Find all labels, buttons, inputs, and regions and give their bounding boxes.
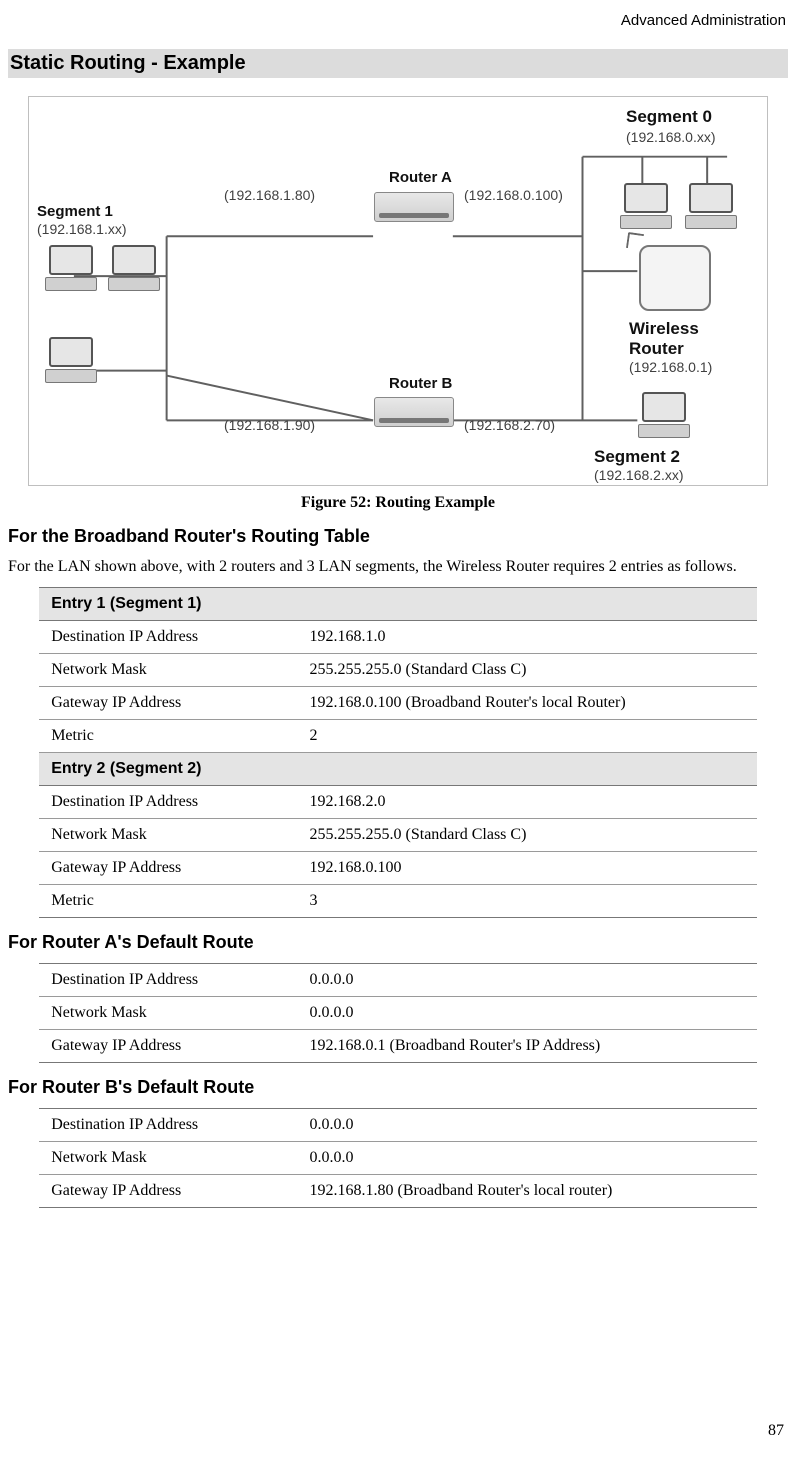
broadband-routing-table: Entry 1 (Segment 1) Destination IP Addre… bbox=[39, 587, 757, 918]
entry1-header: Entry 1 (Segment 1) bbox=[39, 588, 757, 621]
cell-key: Gateway IP Address bbox=[39, 1175, 297, 1208]
cell-val: 0.0.0.0 bbox=[298, 997, 757, 1030]
cell-key: Destination IP Address bbox=[39, 1109, 297, 1142]
cell-val: 0.0.0.0 bbox=[298, 1142, 757, 1175]
table-row: Gateway IP Address192.168.1.80 (Broadban… bbox=[39, 1175, 757, 1208]
pc-icon bbox=[44, 245, 98, 295]
segment1-title: Segment 1 bbox=[37, 203, 113, 220]
routerB-title: Router B bbox=[389, 375, 452, 392]
segment2-title: Segment 2 bbox=[594, 447, 680, 467]
pc-icon bbox=[44, 337, 98, 387]
cell-val: 192.168.0.1 (Broadband Router's IP Addre… bbox=[298, 1030, 757, 1063]
section-heading: Static Routing - Example bbox=[8, 49, 788, 78]
segment0-title: Segment 0 bbox=[626, 107, 712, 127]
heading-routerA: For Router A's Default Route bbox=[8, 932, 788, 953]
cell-key: Destination IP Address bbox=[39, 964, 297, 997]
cell-val: 192.168.1.80 (Broadband Router's local r… bbox=[298, 1175, 757, 1208]
entry2-header: Entry 2 (Segment 2) bbox=[39, 753, 757, 786]
heading-routerB: For Router B's Default Route bbox=[8, 1077, 788, 1098]
cell-val: 2 bbox=[298, 720, 757, 753]
wireless-title1: Wireless bbox=[629, 319, 699, 339]
table-row: Metric2 bbox=[39, 720, 757, 753]
router-icon bbox=[374, 192, 454, 222]
intro-paragraph: For the LAN shown above, with 2 routers … bbox=[8, 557, 788, 577]
cell-key: Gateway IP Address bbox=[39, 687, 297, 720]
cell-key: Metric bbox=[39, 720, 297, 753]
routing-diagram: Segment 1 (192.168.1.xx) Router A (192.1… bbox=[28, 96, 768, 486]
table-row: Destination IP Address192.168.1.0 bbox=[39, 621, 757, 654]
table-row: Gateway IP Address192.168.0.100 (Broadba… bbox=[39, 687, 757, 720]
routerB-left-ip: (192.168.1.90) bbox=[224, 417, 315, 433]
cell-key: Gateway IP Address bbox=[39, 852, 297, 885]
heading-broadband: For the Broadband Router's Routing Table bbox=[8, 526, 788, 547]
cell-key: Destination IP Address bbox=[39, 621, 297, 654]
table-row: Metric3 bbox=[39, 885, 757, 918]
cell-key: Network Mask bbox=[39, 1142, 297, 1175]
segment1-ip: (192.168.1.xx) bbox=[37, 221, 127, 237]
routerB-table: Destination IP Address0.0.0.0 Network Ma… bbox=[39, 1108, 757, 1208]
table-row: Destination IP Address0.0.0.0 bbox=[39, 1109, 757, 1142]
cell-val: 255.255.255.0 (Standard Class C) bbox=[298, 654, 757, 687]
pc-icon bbox=[637, 392, 691, 442]
router-icon bbox=[374, 397, 454, 427]
routerA-title: Router A bbox=[389, 169, 452, 186]
cell-key: Network Mask bbox=[39, 819, 297, 852]
pc-icon bbox=[619, 183, 673, 233]
cell-val: 192.168.0.100 bbox=[298, 852, 757, 885]
figure-caption: Figure 52: Routing Example bbox=[8, 494, 788, 512]
table-row: Network Mask0.0.0.0 bbox=[39, 997, 757, 1030]
table-row: Destination IP Address192.168.2.0 bbox=[39, 786, 757, 819]
cell-val: 192.168.0.100 (Broadband Router's local … bbox=[298, 687, 757, 720]
table-row: Network Mask255.255.255.0 (Standard Clas… bbox=[39, 654, 757, 687]
cell-val: 0.0.0.0 bbox=[298, 964, 757, 997]
table-row: Network Mask255.255.255.0 (Standard Clas… bbox=[39, 819, 757, 852]
wireless-router-icon bbox=[639, 245, 711, 311]
cell-val: 192.168.2.0 bbox=[298, 786, 757, 819]
pc-icon bbox=[684, 183, 738, 233]
cell-key: Network Mask bbox=[39, 654, 297, 687]
cell-val: 0.0.0.0 bbox=[298, 1109, 757, 1142]
segment0-ip: (192.168.0.xx) bbox=[626, 129, 716, 145]
cell-val: 3 bbox=[298, 885, 757, 918]
pc-icon bbox=[107, 245, 161, 295]
table-row: Gateway IP Address192.168.0.100 bbox=[39, 852, 757, 885]
table-row: Network Mask0.0.0.0 bbox=[39, 1142, 757, 1175]
wireless-title2: Router bbox=[629, 339, 684, 359]
routerB-right-ip: (192.168.2.70) bbox=[464, 417, 555, 433]
table-row: Gateway IP Address192.168.0.1 (Broadband… bbox=[39, 1030, 757, 1063]
wireless-ip: (192.168.0.1) bbox=[629, 359, 712, 375]
cell-val: 255.255.255.0 (Standard Class C) bbox=[298, 819, 757, 852]
routerA-table: Destination IP Address0.0.0.0 Network Ma… bbox=[39, 963, 757, 1063]
cell-key: Network Mask bbox=[39, 997, 297, 1030]
routerA-left-ip: (192.168.1.80) bbox=[224, 187, 315, 203]
table-row: Destination IP Address0.0.0.0 bbox=[39, 964, 757, 997]
segment2-ip: (192.168.2.xx) bbox=[594, 467, 684, 483]
cell-key: Gateway IP Address bbox=[39, 1030, 297, 1063]
cell-key: Destination IP Address bbox=[39, 786, 297, 819]
page-number: 87 bbox=[768, 1422, 784, 1440]
cell-val: 192.168.1.0 bbox=[298, 621, 757, 654]
routerA-right-ip: (192.168.0.100) bbox=[464, 187, 563, 203]
page-header-right: Advanced Administration bbox=[8, 12, 788, 49]
cell-key: Metric bbox=[39, 885, 297, 918]
